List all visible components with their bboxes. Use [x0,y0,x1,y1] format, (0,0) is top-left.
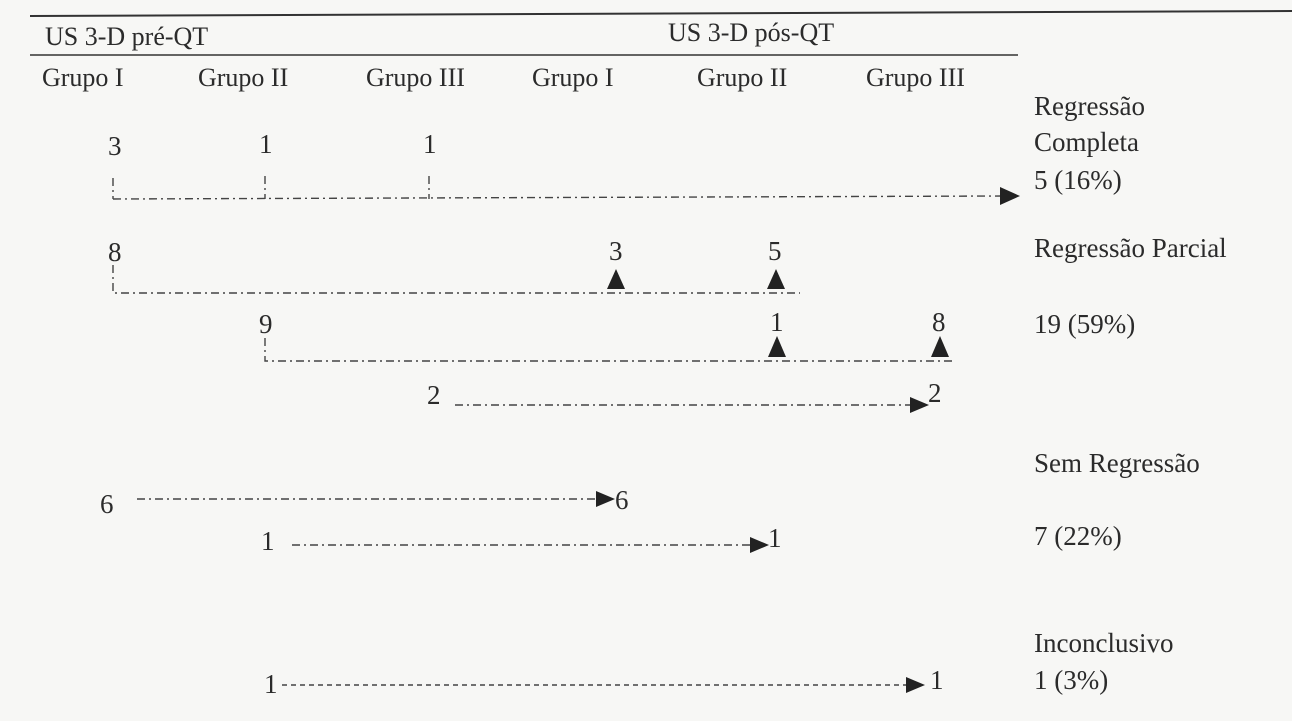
partial-pre-count: 2 [427,380,441,410]
post-treatment-header: US 3-D pós-QT [668,18,835,47]
group-header: Grupo III [866,63,965,92]
pre-treatment-header: US 3-D pré-QT [45,22,209,51]
none-post-count: 6 [615,485,629,515]
arrow-up-partial-2a [768,336,786,357]
partial-post-count: 2 [928,378,942,408]
partial-line-2 [264,338,955,362]
complete-label: Completa [1034,127,1139,157]
partial-post-count: 5 [768,236,782,266]
partial-pre-count: 9 [259,309,273,339]
complete-count: 1 [423,129,437,159]
inconclusive-value: 1 (3%) [1034,665,1109,695]
group-header: Grupo II [697,63,788,92]
arrow-none-1 [596,491,615,507]
inconclusive-pre-count: 1 [264,669,278,699]
arrow-up-partial-2b [931,336,949,357]
partial-label: Regressão Parcial [1034,233,1227,263]
group-header: Grupo I [42,63,124,92]
none-pre-count: 1 [261,526,275,556]
complete-label: Regressão [1034,91,1145,121]
none-label: Sem Regressão [1034,448,1200,478]
arrow-partial-3 [910,397,929,413]
partial-post-count: 3 [609,236,623,266]
none-post-count: 1 [768,523,782,553]
partial-post-count: 8 [932,307,946,337]
group-header: Grupo I [532,63,614,92]
partial-value: 19 (59%) [1034,309,1136,339]
complete-count: 3 [108,131,122,161]
inconclusive-label: Inconclusivo [1034,628,1174,658]
partial-post-count: 1 [770,307,784,337]
complete-line [112,195,1003,200]
group-header: Grupo II [198,63,289,92]
inconclusive-post-count: 1 [930,665,944,695]
complete-count: 1 [259,129,273,159]
partial-line-1 [112,265,800,294]
none-value: 7 (22%) [1034,521,1122,551]
arrow-up-partial-1a [607,269,625,289]
group-header: Grupo III [366,63,465,92]
arrow-inconclusive [906,677,925,693]
arrow-up-partial-1b [767,269,785,289]
complete-value: 5 (16%) [1034,165,1122,195]
top-rule [29,10,1292,17]
partial-pre-count: 8 [108,237,122,267]
arrow-complete [1000,187,1020,205]
arrow-none-2 [750,537,769,553]
none-pre-count: 6 [100,489,114,519]
